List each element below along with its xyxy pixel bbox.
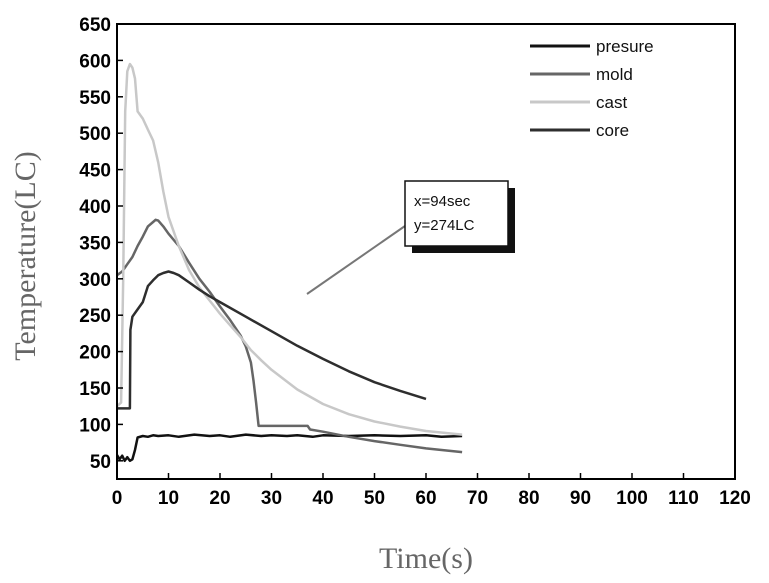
series-line-presure xyxy=(115,433,463,463)
annotation: x=94sec y=274LC xyxy=(306,180,515,295)
legend: presure mold cast core xyxy=(530,37,654,140)
annotation-box xyxy=(404,180,509,247)
series-line-mold xyxy=(116,218,463,454)
x-tick-label: 80 xyxy=(518,488,539,509)
x-tick-label: 90 xyxy=(570,488,591,509)
y-tick-label: 200 xyxy=(79,343,111,364)
legend-label-cast: cast xyxy=(596,93,627,112)
legend-label-core: core xyxy=(596,121,629,140)
series-line-cast xyxy=(116,62,463,436)
x-tick-label: 50 xyxy=(364,488,385,509)
legend-label-presure: presure xyxy=(596,37,654,56)
x-tick-label: 60 xyxy=(415,488,436,509)
y-tick-label: 400 xyxy=(79,197,111,218)
y-axis-title: Temperature(LC) xyxy=(9,151,42,360)
y-tick-label: 600 xyxy=(79,51,111,72)
y-tick-label: 50 xyxy=(90,452,111,473)
x-tick-label: 70 xyxy=(467,488,488,509)
series-line-core xyxy=(117,270,427,410)
annotation-line-2: y=274LC xyxy=(414,217,475,234)
series-layer xyxy=(115,62,463,463)
y-tick-label: 450 xyxy=(79,161,111,182)
y-tick-label: 500 xyxy=(79,124,111,145)
legend-label-mold: mold xyxy=(596,65,633,84)
x-tick-label: 30 xyxy=(261,488,282,509)
y-tick-label: 150 xyxy=(79,379,111,400)
x-tick-label: 0 xyxy=(112,488,123,509)
x-tick-label: 120 xyxy=(719,488,751,509)
y-tick-label: 550 xyxy=(79,88,111,109)
annotation-line-1: x=94sec xyxy=(414,193,471,210)
annotation-arrow xyxy=(306,225,406,295)
x-tick-label: 10 xyxy=(158,488,179,509)
y-tick-label: 300 xyxy=(79,270,111,291)
y-tick-label: 100 xyxy=(79,415,111,436)
x-tick-label: 40 xyxy=(312,488,333,509)
x-tick-label: 20 xyxy=(209,488,230,509)
ticks-layer: 0 10 20 30 40 50 60 70 80 90 100 110 120 50 100 150 200 2… xyxy=(79,15,751,509)
y-tick-label: 350 xyxy=(79,233,111,254)
x-tick-label: 100 xyxy=(616,488,648,509)
y-tick-label: 650 xyxy=(79,15,111,36)
x-tick-label: 110 xyxy=(668,488,699,509)
x-axis-title: Time(s) xyxy=(379,542,473,575)
y-tick-label: 250 xyxy=(79,306,111,327)
